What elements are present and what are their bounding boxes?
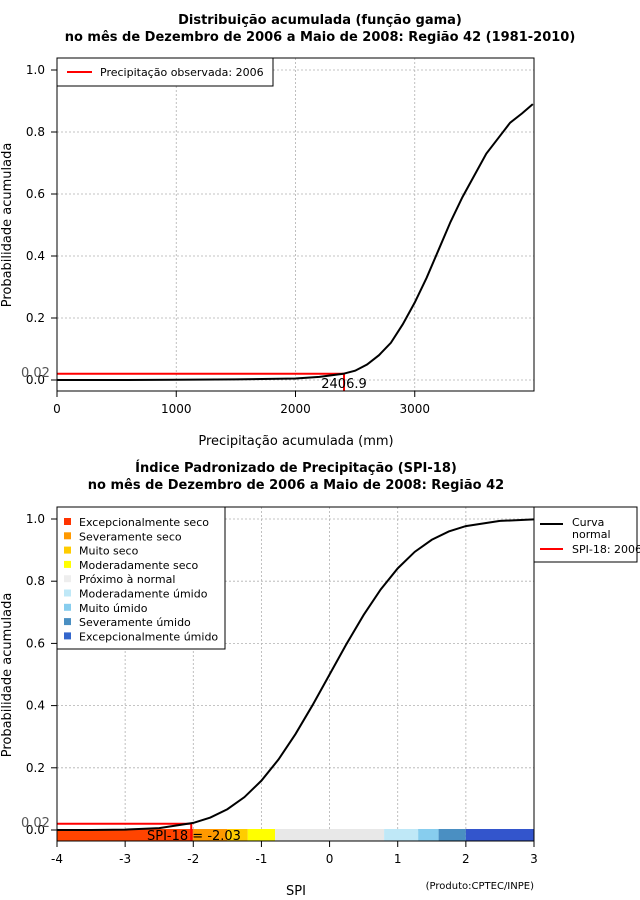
x-tick-label: -2 bbox=[187, 852, 199, 866]
top-legend-label: Precipitação observada: 2006 bbox=[100, 66, 264, 79]
y-tick-label: 0.4 bbox=[26, 249, 45, 263]
color-band bbox=[438, 829, 466, 841]
x-tick-label: -1 bbox=[255, 852, 267, 866]
x-tick-label: 3000 bbox=[399, 402, 430, 416]
category-legend-swatch bbox=[64, 603, 71, 611]
category-legend-swatch bbox=[64, 575, 71, 583]
top-chart-grid bbox=[56, 58, 534, 391]
bottom-chart-title-line2: no mês de Dezembro de 2006 a Maio de 200… bbox=[88, 478, 504, 493]
color-band bbox=[57, 829, 194, 841]
top-x-axis: 0 1000 2000 3000 bbox=[53, 391, 430, 416]
curve-legend-label-normal-line1: Curva bbox=[572, 516, 604, 529]
bottom-normal-curve bbox=[56, 518, 535, 831]
bottom-x-axis-label: SPI bbox=[286, 884, 306, 899]
top-chart-title-line1: Distribuição acumulada (função gama) bbox=[178, 13, 462, 28]
top-observed-x-label: 2406.9 bbox=[321, 377, 367, 392]
y-tick-label: 0.0 bbox=[26, 373, 45, 387]
y-tick-label: 0.2 bbox=[26, 311, 45, 325]
x-tick-label: 2 bbox=[462, 852, 470, 866]
category-legend-swatch bbox=[64, 618, 71, 626]
top-observed-y-label: 0.02 bbox=[21, 366, 50, 381]
y-tick-label: 1.0 bbox=[26, 63, 45, 77]
x-tick-label: 2000 bbox=[280, 402, 311, 416]
x-tick-label: -3 bbox=[119, 852, 131, 866]
color-band bbox=[418, 829, 439, 841]
top-observed-line bbox=[57, 372, 346, 391]
category-legend-label: Severamente seco bbox=[79, 530, 182, 543]
curve-legend-label-normal-line2: normal bbox=[572, 528, 611, 541]
category-legend-label: Moderadamente úmido bbox=[79, 588, 208, 601]
color-band bbox=[465, 829, 534, 841]
category-legend-label: Muito seco bbox=[79, 545, 139, 558]
y-tick-label: 0.0 bbox=[26, 823, 45, 837]
bottom-chart-title-line1: Índice Padronizado de Precipitação (SPI-… bbox=[135, 460, 457, 476]
category-legend-label: Muito úmido bbox=[79, 602, 148, 615]
x-tick-label: 3 bbox=[530, 852, 538, 866]
category-legend-swatch bbox=[64, 518, 71, 525]
category-legend-label: Excepcionalmente úmido bbox=[79, 630, 218, 643]
credit-text: (Produto:CPTEC/INPE) bbox=[426, 881, 534, 892]
bottom-chart-color-bands bbox=[57, 829, 534, 841]
curve-legend-box bbox=[533, 506, 638, 563]
x-tick-label: 0 bbox=[53, 402, 61, 416]
category-legend-label: Severamente úmido bbox=[79, 616, 191, 629]
x-tick-label: 1 bbox=[394, 852, 402, 866]
bottom-observed-y-label: 0.02 bbox=[21, 816, 50, 831]
x-tick-label: -4 bbox=[51, 852, 63, 866]
x-tick-label: 1000 bbox=[161, 402, 192, 416]
category-legend-label: Excepcionalmente seco bbox=[79, 516, 209, 529]
curve-legend: Curva normal SPI-18: 2006 bbox=[533, 506, 640, 563]
y-tick-label: 0.8 bbox=[26, 574, 45, 588]
x-tick-label: 0 bbox=[326, 852, 334, 866]
top-y-axis-label: Probabilidade acumulada bbox=[0, 143, 15, 308]
top-legend: Precipitação observada: 2006 bbox=[56, 57, 274, 87]
bottom-y-axis: 0.0 0.2 0.4 0.6 0.8 1.0 bbox=[26, 512, 57, 837]
top-y-axis: 0.0 0.2 0.4 0.6 0.8 1.0 bbox=[26, 63, 57, 387]
top-chart-title-line2: no mês de Dezembro de 2006 a Maio de 200… bbox=[65, 30, 576, 45]
top-x-axis-label: Precipitação acumulada (mm) bbox=[198, 434, 393, 449]
y-tick-label: 0.6 bbox=[26, 187, 45, 201]
bottom-y-axis-label: Probabilidade acumulada bbox=[0, 593, 15, 758]
y-tick-label: 0.6 bbox=[26, 636, 45, 650]
color-band bbox=[247, 829, 276, 841]
y-tick-label: 0.2 bbox=[26, 761, 45, 775]
top-chart: Distribuição acumulada (função gama) no … bbox=[0, 13, 575, 449]
bottom-observed-x-label: SPI-18 = -2.03 bbox=[147, 829, 241, 844]
category-legend-swatch bbox=[64, 632, 71, 640]
bottom-plot-frame bbox=[56, 506, 535, 842]
category-legend-swatch bbox=[64, 589, 71, 597]
category-legend-swatch bbox=[64, 532, 71, 540]
bottom-x-axis: -4 -3 -2 -1 0 1 2 3 bbox=[51, 841, 538, 866]
top-legend-box bbox=[56, 57, 274, 87]
category-legend-label: Próximo à normal bbox=[79, 573, 175, 586]
y-tick-label: 1.0 bbox=[26, 512, 45, 526]
bottom-chart: Índice Padronizado de Precipitação (SPI-… bbox=[0, 460, 640, 899]
category-legend-label: Moderadamente seco bbox=[79, 559, 199, 572]
category-legend-swatch bbox=[64, 560, 71, 568]
color-band bbox=[227, 829, 248, 841]
top-cdf-curve bbox=[57, 103, 534, 381]
y-tick-label: 0.4 bbox=[26, 699, 45, 713]
color-band bbox=[384, 829, 419, 841]
category-legend-box bbox=[56, 506, 226, 650]
color-band bbox=[193, 829, 228, 841]
y-tick-label: 0.8 bbox=[26, 125, 45, 139]
curve-legend-label-spi: SPI-18: 2006 bbox=[572, 543, 640, 556]
category-legend-swatch bbox=[64, 546, 71, 554]
color-band bbox=[275, 829, 385, 841]
